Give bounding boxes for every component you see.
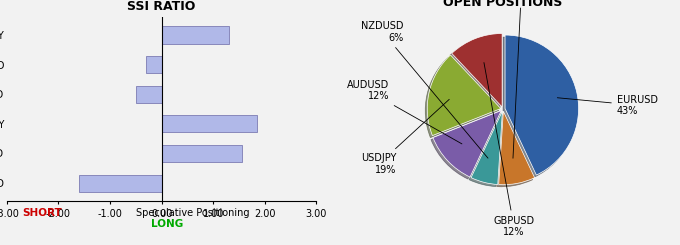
Wedge shape xyxy=(505,35,579,175)
Bar xyxy=(136,86,162,103)
Wedge shape xyxy=(433,110,501,177)
Text: NZDUSD
6%: NZDUSD 6% xyxy=(361,21,488,158)
Wedge shape xyxy=(498,111,534,185)
Wedge shape xyxy=(471,111,503,184)
Text: GBPJPY
8%: GBPJPY 8% xyxy=(504,0,539,158)
Title: OPEN POSITIONS: OPEN POSITIONS xyxy=(443,0,562,9)
Text: Speculative Positioning: Speculative Positioning xyxy=(136,208,250,218)
Text: LONG: LONG xyxy=(151,219,184,229)
Bar xyxy=(162,145,241,162)
Bar xyxy=(162,115,257,133)
Title: SSI RATIO: SSI RATIO xyxy=(127,0,196,13)
Bar xyxy=(162,26,228,44)
Text: AUDUSD
12%: AUDUSD 12% xyxy=(347,80,462,144)
Wedge shape xyxy=(452,34,502,107)
Text: USDJPY
19%: USDJPY 19% xyxy=(361,99,449,175)
Bar xyxy=(146,56,162,73)
Text: SHORT: SHORT xyxy=(22,208,62,218)
Wedge shape xyxy=(427,55,500,135)
Text: GBPUSD
12%: GBPUSD 12% xyxy=(484,62,534,237)
Text: EURUSD
43%: EURUSD 43% xyxy=(558,95,658,116)
Bar xyxy=(79,174,162,192)
